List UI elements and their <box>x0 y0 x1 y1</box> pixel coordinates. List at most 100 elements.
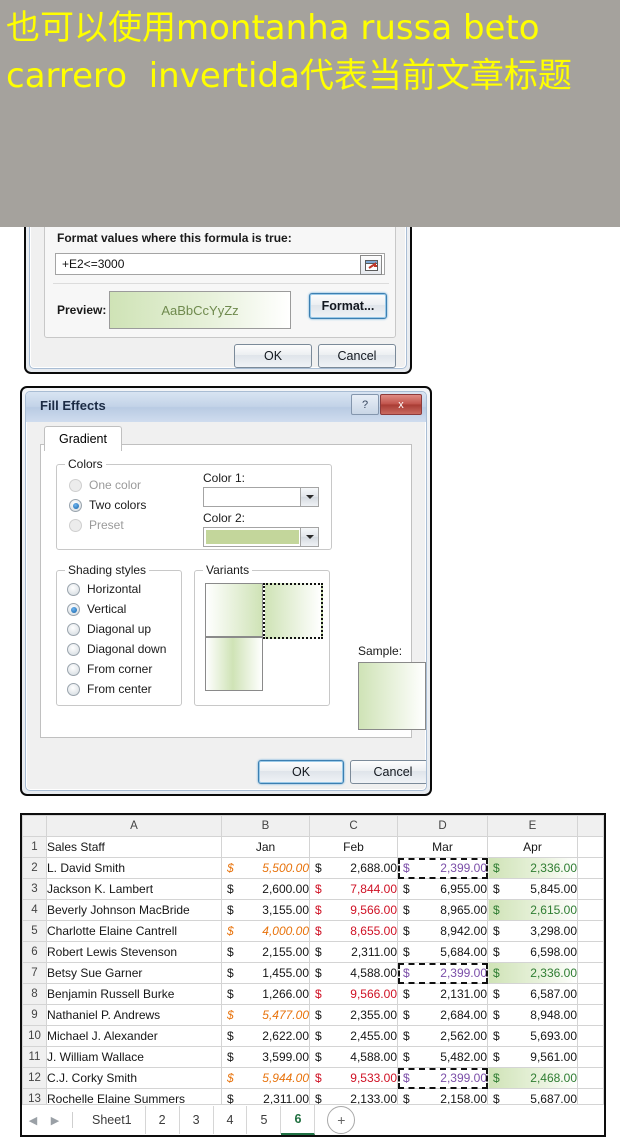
cell-mar[interactable]: $8,942.00 <box>397 920 488 942</box>
cell-empty[interactable] <box>577 983 604 1005</box>
cell-feb[interactable]: $4,588.00 <box>309 962 398 984</box>
cell-feb[interactable]: $7,844.00 <box>309 878 398 900</box>
header-cell-sales-staff[interactable]: Sales Staff <box>46 836 222 858</box>
cell-empty[interactable] <box>577 1046 604 1068</box>
cell-apr[interactable]: $5,845.00 <box>487 878 578 900</box>
cell-apr[interactable]: $8,948.00 <box>487 1004 578 1026</box>
cell-feb[interactable]: $9,566.00 <box>309 983 398 1005</box>
header-cell-apr[interactable]: Apr <box>487 836 578 858</box>
row-header[interactable]: 9 <box>22 1004 47 1026</box>
table-row[interactable]: 11 J. William Wallace $3,599.00 $4,588.00 $5… <box>22 1046 604 1068</box>
cell-apr[interactable]: $3,298.00 <box>487 920 578 942</box>
cell-jan[interactable]: $5,944.00 <box>221 1067 310 1089</box>
table-row[interactable]: 8 Benjamin Russell Burke $1,266.00 $9,566.0… <box>22 983 604 1005</box>
cell-name[interactable]: C.J. Corky Smith <box>46 1067 222 1089</box>
cell-apr[interactable]: $5,693.00 <box>487 1025 578 1047</box>
cell-mar[interactable]: $2,562.00 <box>397 1025 488 1047</box>
table-row[interactable]: 3 Jackson K. Lambert $2,600.00 $7,844.00 $6,… <box>22 878 604 900</box>
table-row[interactable]: 6 Robert Lewis Stevenson $2,155.00 $2,311.0… <box>22 941 604 963</box>
cell-mar[interactable]: $8,965.00 <box>397 899 488 921</box>
row-header[interactable]: 8 <box>22 983 47 1005</box>
format-button[interactable]: Format... <box>309 293 387 319</box>
cell-apr[interactable]: $9,561.00 <box>487 1046 578 1068</box>
cell-feb[interactable]: $2,311.00 <box>309 941 398 963</box>
cell-empty[interactable] <box>577 836 604 858</box>
cell-name[interactable]: Nathaniel P. Andrews <box>46 1004 222 1026</box>
cell-apr[interactable]: $2,336.00 <box>487 962 578 984</box>
cell-name[interactable]: L. David Smith <box>46 857 222 879</box>
column-header-A[interactable]: A <box>46 815 222 837</box>
cell-name[interactable]: Beverly Johnson MacBride <box>46 899 222 921</box>
row-header[interactable]: 6 <box>22 941 47 963</box>
ok-button[interactable]: OK <box>234 344 312 368</box>
cell-apr[interactable]: $2,336.00 <box>487 857 578 879</box>
titlebar[interactable]: Fill Effects ? x <box>26 392 426 422</box>
cell-apr[interactable]: $2,468.00 <box>487 1067 578 1089</box>
cell-apr[interactable]: $6,598.00 <box>487 941 578 963</box>
spreadsheet-table[interactable]: A B C D E 1 Sales Staff Jan Feb Mar Apr 2 L. Da… <box>22 815 604 1117</box>
row-header[interactable]: 3 <box>22 878 47 900</box>
cell-jan[interactable]: $1,266.00 <box>221 983 310 1005</box>
cell-name[interactable]: Robert Lewis Stevenson <box>46 941 222 963</box>
cell-feb[interactable]: $9,566.00 <box>309 899 398 921</box>
select-all-corner[interactable] <box>22 815 47 837</box>
cell-empty[interactable] <box>577 920 604 942</box>
chevron-down-icon[interactable] <box>300 488 318 506</box>
row-header[interactable]: 11 <box>22 1046 47 1068</box>
radio-two-colors[interactable] <box>69 499 82 512</box>
cell-feb[interactable]: $9,533.00 <box>309 1067 398 1089</box>
sheet-tab-5[interactable]: 5 <box>247 1106 282 1134</box>
row-header[interactable]: 7 <box>22 962 47 984</box>
sheet-tab-3[interactable]: 3 <box>180 1106 214 1134</box>
table-row[interactable]: 10 Michael J. Alexander $2,622.00 $2,455.00… <box>22 1025 604 1047</box>
table-row[interactable]: 4 Beverly Johnson MacBride $3,155.00 $9,566… <box>22 899 604 921</box>
radio-diagonal-up[interactable] <box>67 623 80 636</box>
close-icon[interactable]: x <box>380 394 422 415</box>
cell-mar[interactable]: $5,684.00 <box>397 941 488 963</box>
formula-input[interactable]: +E2<=3000 <box>55 253 385 275</box>
cell-feb[interactable]: $2,455.00 <box>309 1025 398 1047</box>
table-row[interactable]: 2 L. David Smith $5,500.00 $2,688.00 $2,399.… <box>22 857 604 879</box>
variant-3[interactable] <box>205 637 263 691</box>
sheet-tab-sheet1[interactable]: Sheet1 <box>79 1106 146 1134</box>
cell-empty[interactable] <box>577 899 604 921</box>
variant-1[interactable] <box>205 583 263 637</box>
header-cell-feb[interactable]: Feb <box>309 836 398 858</box>
row-header[interactable]: 1 <box>22 836 47 858</box>
cell-name[interactable]: Benjamin Russell Burke <box>46 983 222 1005</box>
next-sheet-icon[interactable]: ▶ <box>50 1114 60 1127</box>
sheet-tab-2[interactable]: 2 <box>146 1106 180 1134</box>
sheet-tab-6[interactable]: 6 <box>281 1105 316 1135</box>
cell-mar[interactable]: $5,482.00 <box>397 1046 488 1068</box>
row-header[interactable]: 12 <box>22 1067 47 1089</box>
radio-one-color[interactable] <box>69 479 82 492</box>
cell-name[interactable]: Jackson K. Lambert <box>46 878 222 900</box>
header-cell-jan[interactable]: Jan <box>221 836 310 858</box>
radio-from-center[interactable] <box>67 683 80 696</box>
chevron-down-icon[interactable] <box>300 528 318 546</box>
cell-jan[interactable]: $4,000.00 <box>221 920 310 942</box>
cell-apr[interactable]: $6,587.00 <box>487 983 578 1005</box>
cell-mar[interactable]: $2,399.00 <box>397 857 488 879</box>
variant-2-selected[interactable] <box>263 583 323 639</box>
cell-empty[interactable] <box>577 1025 604 1047</box>
cell-apr[interactable]: $2,615.00 <box>487 899 578 921</box>
cell-mar[interactable]: $2,684.00 <box>397 1004 488 1026</box>
prev-sheet-icon[interactable]: ◀ <box>28 1114 38 1127</box>
radio-preset[interactable] <box>69 519 82 532</box>
cell-mar[interactable]: $2,131.00 <box>397 983 488 1005</box>
range-selector-icon[interactable] <box>360 255 382 275</box>
cell-mar[interactable]: $6,955.00 <box>397 878 488 900</box>
cancel-button[interactable]: Cancel <box>350 760 426 784</box>
color2-dropdown[interactable] <box>203 527 319 547</box>
cell-jan[interactable]: $2,622.00 <box>221 1025 310 1047</box>
column-header-F[interactable] <box>577 815 604 837</box>
cell-jan[interactable]: $2,600.00 <box>221 878 310 900</box>
cell-feb[interactable]: $2,688.00 <box>309 857 398 879</box>
cell-jan[interactable]: $3,599.00 <box>221 1046 310 1068</box>
cell-empty[interactable] <box>577 1004 604 1026</box>
cell-feb[interactable]: $2,355.00 <box>309 1004 398 1026</box>
ok-button[interactable]: OK <box>258 760 344 784</box>
radio-from-corner[interactable] <box>67 663 80 676</box>
cell-jan[interactable]: $2,155.00 <box>221 941 310 963</box>
